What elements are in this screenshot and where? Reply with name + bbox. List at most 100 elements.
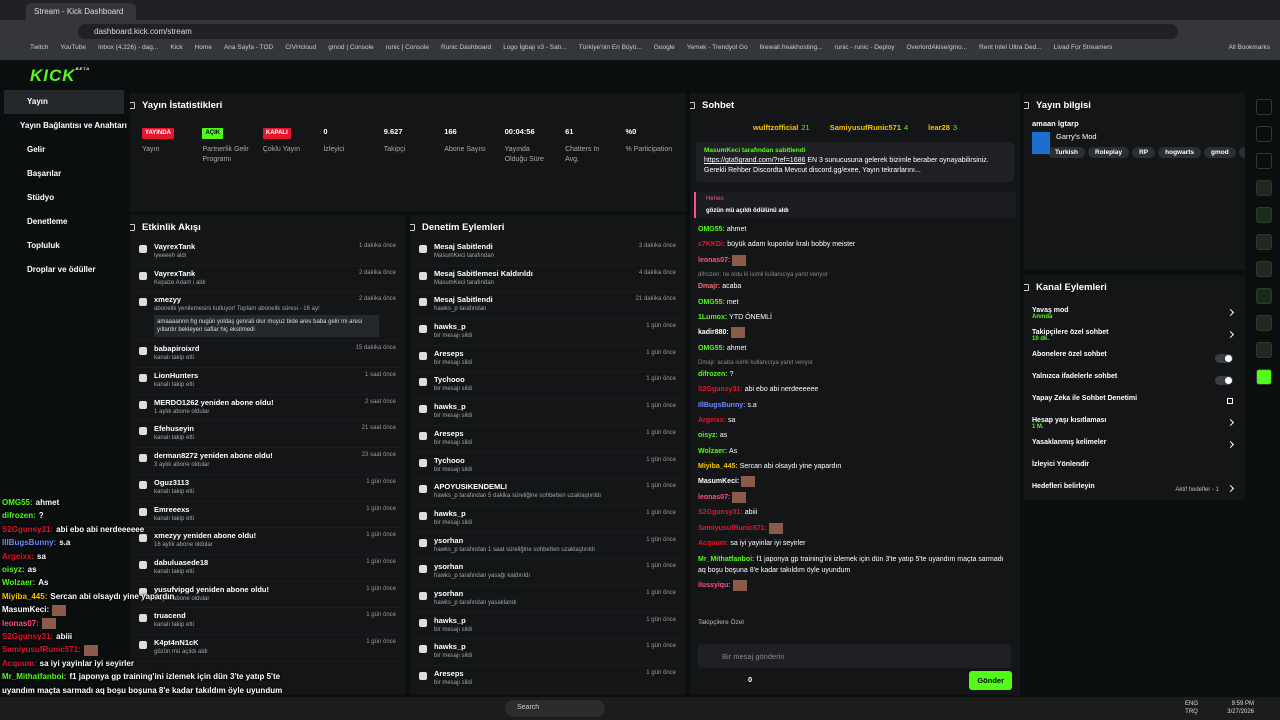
bookmark[interactable]: Kick xyxy=(170,44,183,51)
clock[interactable]: 9:59 PM 3/27/2026 xyxy=(1227,700,1254,716)
chat-user[interactable]: OMG55: xyxy=(698,298,725,306)
side-icon[interactable] xyxy=(1256,261,1272,277)
bookmark[interactable]: Runic Dashboard xyxy=(440,44,492,51)
chat-user[interactable]: IllBugsBunny: xyxy=(698,401,746,409)
overlay-text: sa xyxy=(37,551,46,561)
bookmark[interactable]: CIVHcloud xyxy=(285,44,317,51)
address-bar[interactable]: dashboard.kick.com/stream xyxy=(78,24,1178,39)
all-bookmarks[interactable]: All Bookmarks xyxy=(1228,44,1270,51)
tag[interactable]: exe xyxy=(1238,147,1245,158)
chat-user[interactable]: OMG55: xyxy=(698,226,725,233)
chat-user[interactable]: Acquum: xyxy=(698,540,729,548)
chat-user[interactable]: Argeixx: xyxy=(698,416,727,424)
pinned-link[interactable]: https://gta5grand.com/?ref=1686 xyxy=(704,157,806,164)
bookmark[interactable]: Livad For Streamers xyxy=(1053,44,1113,51)
chat-user[interactable]: Wolzaer: xyxy=(698,447,728,455)
feed-name: yusufvipgd yeniden abone oldu! xyxy=(154,584,270,594)
chat-user[interactable]: leonas07: xyxy=(698,256,731,264)
nav-item[interactable]: Droplar ve ödüller xyxy=(27,265,96,274)
send-button[interactable]: Gönder xyxy=(969,671,1012,690)
channel-action[interactable]: Yasaklanmış kelimeler xyxy=(1024,435,1245,457)
nav-item[interactable]: Topluluk xyxy=(27,241,60,250)
tag[interactable]: RP xyxy=(1132,147,1156,158)
sidebar: Yayın Yayın Bağlantısı ve Anahtarı Gelir Ba… xyxy=(0,90,128,697)
chat-user[interactable]: SamiyusufRunic571: xyxy=(698,525,767,533)
channel-action[interactable]: Takipçilere özel sohbet 10 dk. xyxy=(1024,325,1245,347)
feed-row: Tychooo bir mesajı sildi 1 gün önce xyxy=(416,372,680,400)
taskbar: Search ENG TRQ 9:59 PM 3/27/2026 xyxy=(0,697,1280,720)
chat-text: acaba xyxy=(722,283,742,291)
pinned-message[interactable]: MasumKeci tarafından sabitlendi https://… xyxy=(696,142,1014,182)
tag[interactable]: Turkish xyxy=(1048,147,1085,158)
stat-value: 9.627 xyxy=(383,127,403,136)
bookmark[interactable]: Google xyxy=(653,44,675,51)
chat-user[interactable]: Miyiba_445: xyxy=(698,462,738,470)
bookmark[interactable]: firewall.freakhosting... xyxy=(759,44,823,51)
channel-action[interactable]: Yalnızca ifadelerle sohbet xyxy=(1024,369,1245,391)
chat-user[interactable]: oisyz: xyxy=(698,432,718,440)
search-box[interactable]: Search xyxy=(505,700,605,717)
kick-logo[interactable]: KICKBETA xyxy=(30,66,90,86)
feed-row: babapiroixrd kanalı takip etti 15 dakika ö… xyxy=(136,341,400,369)
side-icon[interactable] xyxy=(1256,342,1272,358)
feed-icon xyxy=(139,400,147,409)
chat-user[interactable]: MasumKeci: xyxy=(698,478,740,486)
chat-user[interactable]: ilussyiqu: xyxy=(698,582,731,590)
bookmark[interactable]: Ana Sayfa - TOD xyxy=(223,44,274,51)
chat-user[interactable]: s7KKDi: xyxy=(698,241,726,249)
nav-item[interactable]: Stüdyo xyxy=(27,193,55,202)
tag[interactable]: hogwarts xyxy=(1158,147,1202,158)
channel-action[interactable]: Hesap yaşı kısıtlaması 1 M. xyxy=(1024,413,1245,435)
bookmark[interactable]: YouTube xyxy=(60,44,86,51)
chat-input[interactable]: Bir mesaj gönderin xyxy=(698,644,1011,668)
bookmark[interactable]: runic | Console xyxy=(385,44,429,51)
bookmark[interactable]: runic - runic - Deploy xyxy=(834,44,895,51)
chat-user[interactable]: S2Ggunsy31: xyxy=(698,509,743,517)
chat-user[interactable]: difrozen: xyxy=(698,371,728,379)
bookmark[interactable]: Inbox (4,226) - dag... xyxy=(97,44,159,51)
bookmark[interactable]: Home xyxy=(194,44,212,51)
side-icon[interactable] xyxy=(1256,369,1272,385)
feed-icon xyxy=(139,427,147,436)
nav-item[interactable]: Yayın Bağlantısı ve Anahtarı xyxy=(20,121,127,130)
bookmark[interactable]: Türkiye'nin En Büyü... xyxy=(578,44,642,51)
channel-action[interactable]: Yapay Zeka ile Sohbet Denetimi xyxy=(1024,391,1245,413)
side-icon[interactable] xyxy=(1256,288,1272,304)
chat-user[interactable]: leonas07: xyxy=(698,494,731,502)
chat-user[interactable]: Dmajr: xyxy=(698,283,721,291)
nav-item[interactable]: Denetleme xyxy=(27,217,68,226)
nav-item[interactable]: Yayın xyxy=(4,90,124,114)
channel-action[interactable]: Yavaş mod Anında xyxy=(1024,303,1245,325)
side-icon[interactable] xyxy=(1256,126,1272,142)
feed-icon xyxy=(419,458,427,467)
chat-user[interactable]: OMG55: xyxy=(698,344,725,352)
tag[interactable]: Roleplay xyxy=(1088,147,1130,158)
nav-item[interactable]: Başarılar xyxy=(27,169,62,178)
chat-user[interactable]: Mr_Mithatfanboi: xyxy=(698,555,755,563)
bookmark[interactable]: gmod | Console xyxy=(328,44,374,51)
chat-user[interactable]: kadir880: xyxy=(698,329,729,337)
bookmark[interactable]: OverlordAkise/gmo... xyxy=(906,44,968,51)
channel-action[interactable]: Hedefleri belirleyin Aktif hedefler - 1 xyxy=(1024,479,1245,500)
bookmark[interactable]: Logo İgbajı v3 - Satı... xyxy=(503,44,567,51)
bookmark[interactable]: Twitch xyxy=(30,44,49,51)
language[interactable]: ENG TRQ xyxy=(1185,700,1198,716)
chat-user[interactable]: S2Ggunsy31: xyxy=(698,386,743,394)
side-icon[interactable] xyxy=(1256,315,1272,331)
channel-action[interactable]: Abonelere özel sohbet xyxy=(1024,347,1245,369)
side-icon[interactable] xyxy=(1256,153,1272,169)
channel-action[interactable]: İzleyici Yönlendir xyxy=(1024,457,1245,479)
side-icon[interactable] xyxy=(1256,207,1272,223)
stat-label: Abone Sayısı xyxy=(444,146,486,153)
side-icon[interactable] xyxy=(1256,99,1272,115)
bookmark[interactable]: Rent Intel Ultra Ded... xyxy=(979,44,1042,51)
tag[interactable]: gmod xyxy=(1204,147,1236,158)
side-icon[interactable] xyxy=(1256,180,1272,196)
browser-tab[interactable]: Stream - Kick Dashboard xyxy=(26,3,136,20)
bookmark[interactable]: Yemek - Trendyol Go xyxy=(686,44,748,51)
chat-text: ahmet xyxy=(726,344,747,352)
feed-name: LionHunters xyxy=(154,371,199,381)
nav-item[interactable]: Gelir xyxy=(27,145,46,154)
side-icon[interactable] xyxy=(1256,234,1272,250)
chat-user[interactable]: 1Lumox: xyxy=(698,313,728,321)
